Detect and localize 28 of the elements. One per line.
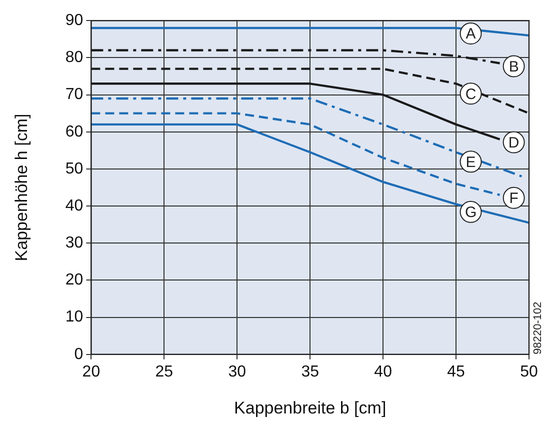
y-tick-label: 20 — [65, 272, 84, 289]
y-axis-title: Kappenhöhe h [cm] — [12, 114, 31, 262]
series-label: F — [509, 190, 518, 208]
x-axis-title: Kappenbreite b [cm] — [234, 398, 386, 418]
x-tick-label: 45 — [447, 363, 466, 380]
y-tick-label: 30 — [65, 234, 84, 252]
series-label: E — [466, 154, 476, 171]
y-tick-label: 60 — [65, 123, 84, 140]
series-label: B — [508, 58, 519, 76]
series-label: D — [508, 134, 520, 152]
x-tick-label: 50 — [520, 363, 538, 380]
x-tick-label: 25 — [155, 363, 174, 380]
x-tick-label: 20 — [82, 363, 100, 380]
y-tick-label: 80 — [65, 49, 84, 66]
y-tick-label: 0 — [74, 346, 84, 363]
y-tick-label: 40 — [65, 197, 84, 214]
y-tick-label: 70 — [65, 86, 84, 104]
y-tick-label: 10 — [65, 308, 84, 326]
y-tick-label: 50 — [65, 160, 84, 178]
x-tick-label: 35 — [301, 363, 320, 380]
x-tick-label: 40 — [374, 363, 392, 380]
line-series — [91, 112, 501, 196]
series-label: A — [466, 26, 476, 43]
text: 98220-102 — [532, 302, 544, 354]
series-label: C — [465, 86, 476, 103]
y-tick-label: 90 — [65, 12, 84, 30]
x-tick-label: 30 — [228, 363, 246, 380]
series-label: G — [464, 204, 477, 222]
